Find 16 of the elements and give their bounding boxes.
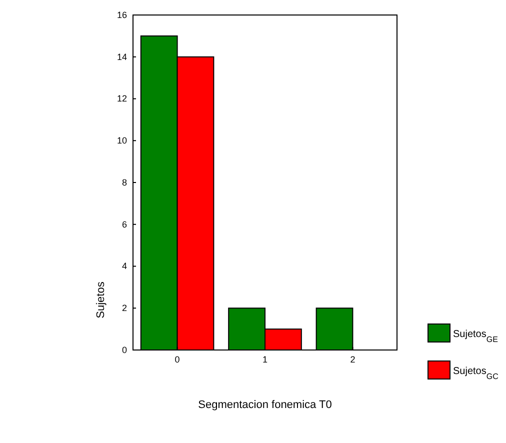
y-tick-label: 14 — [116, 52, 127, 62]
x-tick-label: 1 — [262, 354, 268, 364]
y-tick-label: 0 — [122, 344, 127, 355]
y-tick-label: 4 — [122, 261, 127, 272]
y-tick-label: 2 — [122, 303, 127, 314]
x-axis-title: Segmentacion fonemica T0 — [198, 399, 332, 411]
y-tick-label: 10 — [116, 136, 127, 146]
x-tick-label: 2 — [350, 354, 356, 364]
y-tick-label: 6 — [122, 219, 127, 230]
legend-label: Sujetos$_{GC}$ — [453, 366, 499, 380]
y-tick-label: 12 — [116, 94, 127, 104]
x-tick-label: 0 — [174, 354, 180, 364]
y-tick-label: 8 — [122, 177, 127, 188]
y-axis-title: Sujetos — [95, 281, 107, 318]
y-tick-label: 16 — [116, 10, 127, 20]
legend-label: Sujetos$_{GE}$ — [453, 329, 498, 344]
